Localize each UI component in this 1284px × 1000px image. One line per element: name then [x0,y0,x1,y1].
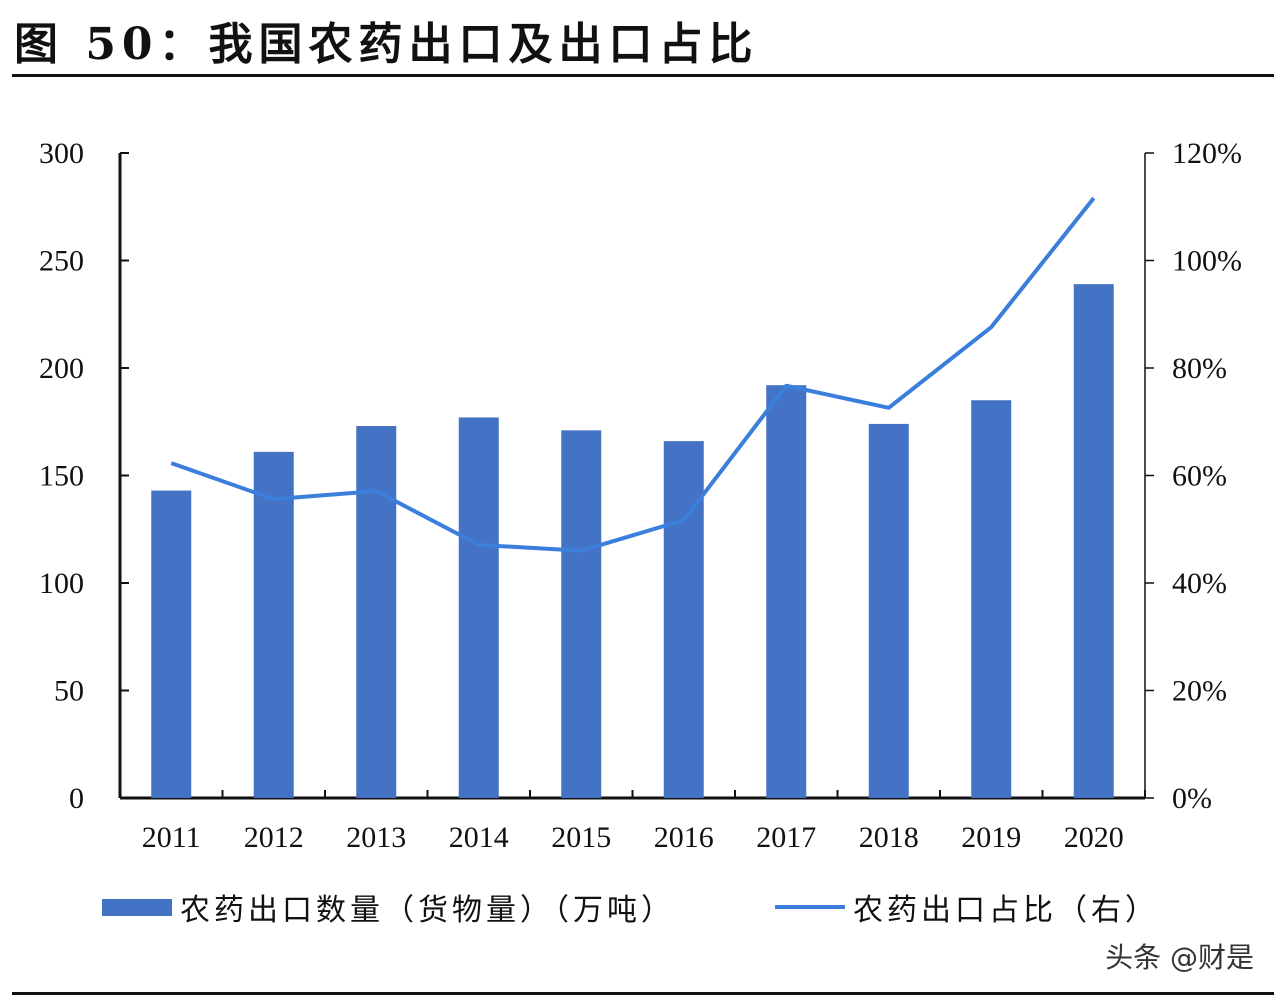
legend-bar-swatch [102,899,172,916]
bottom-rule [12,992,1274,995]
x-tick-label: 2015 [551,821,611,854]
bar [151,490,192,798]
x-tick-label: 2020 [1064,821,1124,854]
x-tick-label: 2012 [244,821,304,854]
left-tick-label: 50 [54,675,84,708]
left-tick-label: 250 [39,245,84,278]
bar [868,423,909,798]
legend-line-label: 农药出口占比（右） [853,893,1159,928]
x-tick-label: 2014 [449,821,509,854]
bar [561,430,602,798]
x-tick-label: 2016 [654,821,714,854]
left-tick-label: 150 [39,460,84,493]
right-tick-label: 120% [1172,137,1242,170]
bar [1073,284,1114,798]
x-tick-label: 2011 [142,821,201,854]
x-tick-label: 2018 [859,821,919,854]
left-tick-label: 300 [39,137,84,170]
bar [766,385,807,798]
bar [663,441,704,798]
x-tick-label: 2017 [756,821,816,854]
right-tick-label: 80% [1172,352,1227,385]
right-tick-label: 100% [1172,245,1242,278]
left-tick-label: 100 [39,567,84,600]
left-tick-label: 200 [39,352,84,385]
bar [971,400,1012,798]
left-tick-label: 0 [69,782,84,815]
legend-bar-label: 农药出口数量（货物量）（万吨） [180,893,675,928]
x-tick-label: 2013 [346,821,406,854]
right-tick-label: 20% [1172,675,1227,708]
line-series [170,196,1096,553]
x-tick-label: 2019 [961,821,1021,854]
bar [458,417,499,798]
bar [356,426,397,798]
top-rule [12,74,1274,77]
right-tick-label: 0% [1172,782,1212,815]
bar [253,451,294,798]
right-tick-label: 60% [1172,460,1227,493]
watermark: 头条 @财是 [1105,941,1254,974]
chart-title: 图 50：我国农药出口及出口占比 [14,19,759,70]
right-tick-label: 40% [1172,567,1227,600]
